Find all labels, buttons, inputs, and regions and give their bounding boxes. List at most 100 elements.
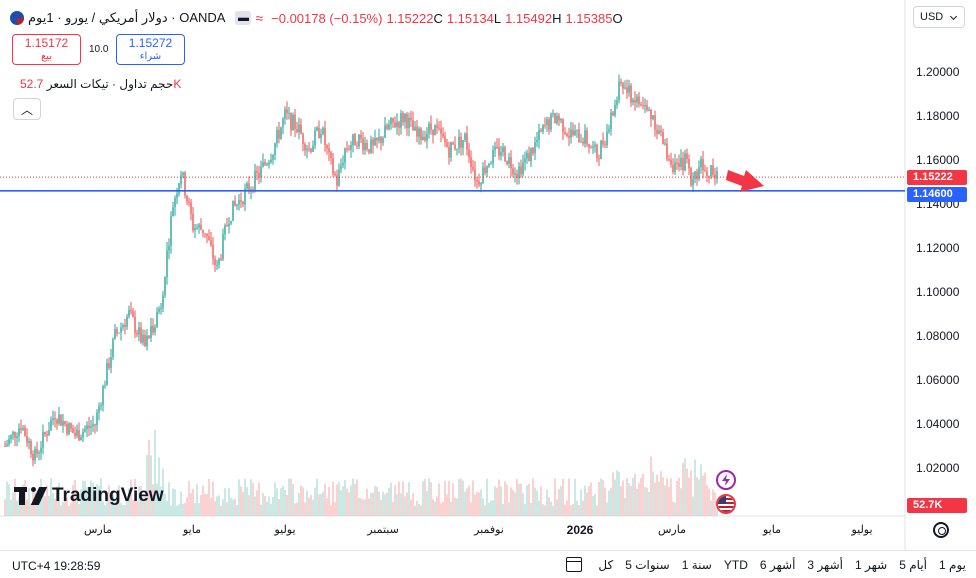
- volume-bar: [484, 505, 486, 516]
- candle-body: [412, 120, 414, 131]
- volume-bar: [104, 505, 106, 516]
- volume-bar: [314, 487, 316, 516]
- volume-bar: [56, 486, 58, 516]
- buy-button[interactable]: 1.15272 شراء: [116, 34, 185, 65]
- volume-bar: [324, 483, 326, 516]
- volume-bar: [416, 500, 418, 516]
- us-economic-event-icon[interactable]: [716, 494, 736, 514]
- volume-bar: [608, 490, 610, 516]
- horizontal-line-price-tag: 1.14600: [907, 187, 967, 202]
- volume-bar: [28, 487, 30, 516]
- range-button-2[interactable]: 1 سنة: [681, 558, 712, 572]
- symbol-title[interactable]: دولار أمريكي / يورو · 1يوم · OANDA: [28, 10, 226, 25]
- candle-body: [86, 425, 88, 430]
- volume-bar: [510, 487, 512, 516]
- candle-body: [124, 325, 126, 327]
- candle-body: [156, 311, 158, 328]
- market-status-icon[interactable]: ≈: [255, 10, 264, 26]
- candle-body: [438, 127, 440, 129]
- candle-body: [18, 428, 20, 437]
- range-button-3[interactable]: YTD: [723, 558, 748, 572]
- price-tick-label: 1.10000: [916, 285, 960, 299]
- candle-body: [148, 335, 150, 339]
- range-button-7[interactable]: 5 أيام: [899, 558, 927, 572]
- range-button-4[interactable]: 6 أشهر: [759, 558, 796, 572]
- candle-body: [712, 165, 714, 175]
- settings-gear-icon[interactable]: [933, 522, 949, 538]
- volume-bar: [6, 481, 8, 516]
- volume-bar: [512, 489, 514, 516]
- candle-body: [708, 176, 710, 178]
- volume-indicator-legend[interactable]: حجم تداول · تيكات السعر 52.7K: [12, 77, 181, 91]
- candle-body: [662, 131, 664, 145]
- volume-bar: [26, 499, 28, 516]
- candle-body: [174, 198, 176, 208]
- minimize-legend-icon[interactable]: ▬: [235, 11, 252, 25]
- candle-body: [556, 115, 558, 124]
- candle-body: [294, 114, 296, 130]
- timezone-clock[interactable]: UTC+4 19:28:59: [12, 559, 101, 573]
- volume-tag: 52.7K: [907, 498, 967, 513]
- calendar-icon[interactable]: [566, 557, 582, 572]
- volume-bar: [160, 486, 162, 516]
- volume-bar: [94, 490, 96, 516]
- volume-bar: [110, 494, 112, 516]
- volume-bar: [246, 487, 248, 516]
- volume-bar: [202, 485, 204, 516]
- candle-body: [446, 142, 448, 147]
- candle-body: [606, 131, 608, 146]
- candle-body: [480, 183, 482, 185]
- sell-button[interactable]: 1.15172 بيع: [12, 34, 81, 65]
- volume-bar: [258, 482, 260, 516]
- candle-body: [162, 295, 164, 309]
- currency-flag-icon: [10, 11, 24, 25]
- volume-bar: [494, 486, 496, 516]
- volume-bar: [434, 501, 436, 516]
- volume-bar: [12, 492, 14, 516]
- candle-body: [532, 147, 534, 154]
- currency-select[interactable]: USD: [913, 6, 965, 28]
- candle-body: [440, 128, 442, 134]
- volume-bar: [692, 496, 694, 516]
- candle-body: [442, 133, 444, 137]
- volume-bar: [528, 483, 530, 516]
- volume-bar: [184, 502, 186, 516]
- volume-bar: [170, 505, 172, 516]
- candle-body: [296, 129, 298, 133]
- volume-bar: [400, 493, 402, 516]
- red-arrow-annotation: [726, 170, 764, 192]
- collapse-legend-button[interactable]: ︿: [13, 98, 41, 120]
- range-button-0[interactable]: كل: [598, 558, 614, 572]
- candle-body: [216, 264, 218, 266]
- price-chart[interactable]: [0, 0, 976, 550]
- volume-bar: [396, 493, 398, 516]
- volume-bar: [96, 484, 98, 516]
- candle-body: [510, 157, 512, 169]
- volume-bar: [556, 499, 558, 516]
- volume-bar: [696, 477, 698, 516]
- volume-bar: [624, 497, 626, 516]
- volume-bar: [244, 478, 246, 516]
- candle-body: [636, 96, 638, 103]
- candle-body: [180, 175, 182, 184]
- range-button-6[interactable]: 1 شهر: [854, 558, 888, 572]
- range-button-1[interactable]: 5 سنوات: [625, 558, 670, 572]
- candle-body: [12, 431, 14, 435]
- tradingview-logo[interactable]: TradingView: [14, 485, 164, 507]
- range-button-8[interactable]: يوم 1: [939, 558, 966, 572]
- price-change: −0.00178 (−0.15%): [271, 10, 383, 26]
- candle-body: [280, 127, 282, 139]
- volume-bar: [440, 503, 442, 516]
- volume-bar: [70, 502, 72, 516]
- candle-body: [392, 117, 394, 123]
- candle-body: [220, 258, 222, 260]
- candle-body: [352, 134, 354, 146]
- candle-body: [690, 168, 692, 186]
- range-button-5[interactable]: 3 أشهر: [807, 558, 843, 572]
- candle-body: [550, 114, 552, 130]
- candle-body: [376, 137, 378, 141]
- volume-bar: [410, 499, 412, 516]
- lightning-event-icon[interactable]: [716, 470, 736, 490]
- volume-bar: [92, 482, 94, 516]
- candle-body: [402, 113, 404, 123]
